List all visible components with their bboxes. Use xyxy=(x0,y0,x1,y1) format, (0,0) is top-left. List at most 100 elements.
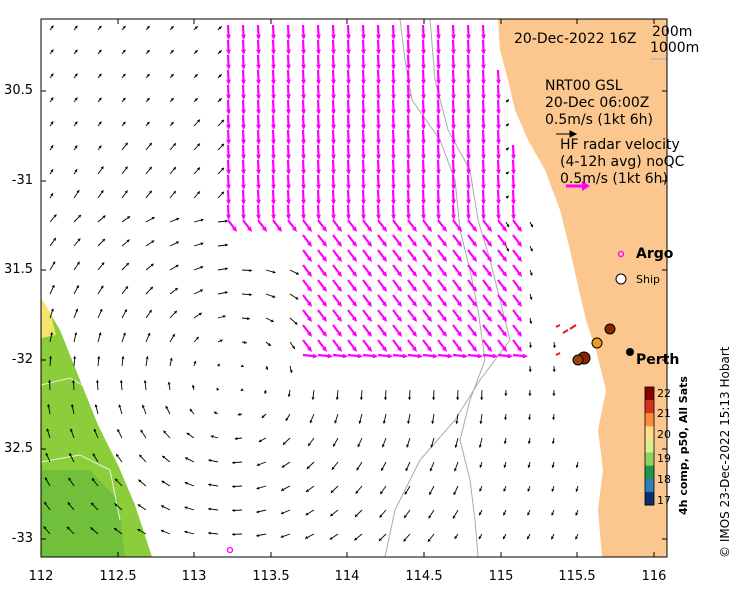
model-arrow xyxy=(169,357,173,367)
radar-arrow xyxy=(316,54,321,70)
radar-legend-title: HF radar velocity xyxy=(560,137,680,153)
radar-arrow xyxy=(421,24,426,40)
y-tick-label: -32 xyxy=(11,352,33,367)
radar-arrow xyxy=(331,114,336,130)
radar-arrow xyxy=(466,39,471,55)
model-arrow xyxy=(73,73,78,79)
model-arrow xyxy=(193,49,198,55)
model-arrow xyxy=(217,291,228,295)
model-current-arrows xyxy=(43,25,579,543)
model-arrow xyxy=(208,507,219,511)
model-arrow xyxy=(265,365,269,371)
model-arrow xyxy=(264,389,268,395)
model-arrow xyxy=(232,508,243,512)
radar-arrow xyxy=(481,174,486,190)
colorbar-tick: 17 xyxy=(657,494,671,507)
radar-arrow xyxy=(241,84,246,100)
model-arrow xyxy=(169,241,180,247)
radar-arrow xyxy=(392,324,402,337)
radar-arrow xyxy=(391,84,396,100)
model-arrow xyxy=(184,530,195,535)
model-arrow xyxy=(452,509,459,519)
radar-arrow xyxy=(346,174,351,190)
radar-arrow xyxy=(422,309,432,322)
radar-arrow xyxy=(436,129,441,145)
model-arrow xyxy=(119,380,123,391)
model-arrow xyxy=(552,413,556,420)
model-arrow xyxy=(311,389,315,400)
perth-marker[interactable] xyxy=(626,348,634,356)
radar-arrow xyxy=(406,114,411,130)
model-arrow xyxy=(95,380,100,391)
model-arrow xyxy=(49,214,57,223)
sst-obs-marker[interactable] xyxy=(591,337,603,349)
radar-arrow xyxy=(497,234,507,247)
model-arrow xyxy=(73,169,78,175)
model-arrow xyxy=(453,485,459,496)
colorbar-segment xyxy=(645,426,654,440)
radar-arrow xyxy=(301,204,306,220)
radar-arrow xyxy=(346,39,351,55)
radar-arrow xyxy=(286,24,291,40)
radar-arrow xyxy=(377,294,387,307)
radar-arrow xyxy=(406,129,411,145)
model-arrow xyxy=(193,167,201,175)
radar-arrow xyxy=(421,174,426,190)
radar-arrow xyxy=(347,279,357,292)
radar-arrow xyxy=(451,129,456,145)
model-arrow xyxy=(121,166,128,175)
model-arrow xyxy=(97,25,102,31)
credit-label: © IMOS 23-Dec-2022 15:13 Hobart xyxy=(718,346,732,558)
model-arrow xyxy=(217,339,223,343)
x-tick-label: 113 xyxy=(181,569,207,584)
radar-arrow xyxy=(482,324,492,337)
radar-arrow xyxy=(301,189,306,205)
model-arrow xyxy=(121,262,130,271)
radar-arrow xyxy=(437,294,447,307)
x-tick-label: 115 xyxy=(488,569,514,584)
radar-arrow xyxy=(467,219,477,232)
model-arrow xyxy=(380,461,387,471)
radar-arrow xyxy=(271,189,276,205)
argo-float-marker[interactable] xyxy=(226,546,234,554)
model-arrow xyxy=(138,454,147,463)
model-arrow xyxy=(145,216,155,223)
radar-arrow xyxy=(301,159,306,175)
radar-arrow xyxy=(466,54,471,70)
model-arrow xyxy=(137,504,147,511)
radar-arrow xyxy=(437,309,447,322)
radar-arrow xyxy=(332,294,342,307)
radar-arrow xyxy=(286,174,291,190)
colorbar-segment xyxy=(645,400,654,414)
sst-obs-marker[interactable] xyxy=(604,323,616,335)
model-arrow xyxy=(403,533,411,542)
model-arrow xyxy=(407,413,411,424)
model-arrow xyxy=(169,97,174,103)
radar-arrow xyxy=(377,249,387,262)
model-arrow xyxy=(479,461,483,468)
radar-arrow xyxy=(466,204,471,220)
radar-arrow xyxy=(332,339,342,352)
colorbar-segment xyxy=(645,465,654,480)
model-arrow xyxy=(160,505,171,511)
model-arrow xyxy=(258,437,267,443)
radar-arrow xyxy=(241,174,246,190)
model-arrow xyxy=(406,437,411,448)
radar-arrow xyxy=(331,174,336,190)
radar-arrow xyxy=(317,249,327,262)
model-arrow xyxy=(256,533,267,537)
model-arrow xyxy=(169,264,179,271)
model-arrow xyxy=(505,171,510,175)
radar-arrow xyxy=(331,69,336,85)
radar-arrow xyxy=(437,339,447,352)
radar-arrow xyxy=(512,279,522,292)
model-arrow xyxy=(49,261,56,271)
radar-arrow xyxy=(496,189,501,205)
radar-arrow xyxy=(256,99,261,115)
radar-arrow xyxy=(422,339,432,352)
model-arrow xyxy=(184,481,195,487)
model-arrow xyxy=(256,461,267,467)
sst-obs-marker[interactable] xyxy=(572,354,584,366)
radar-arrow xyxy=(361,129,366,145)
radar-arrow xyxy=(241,204,246,220)
